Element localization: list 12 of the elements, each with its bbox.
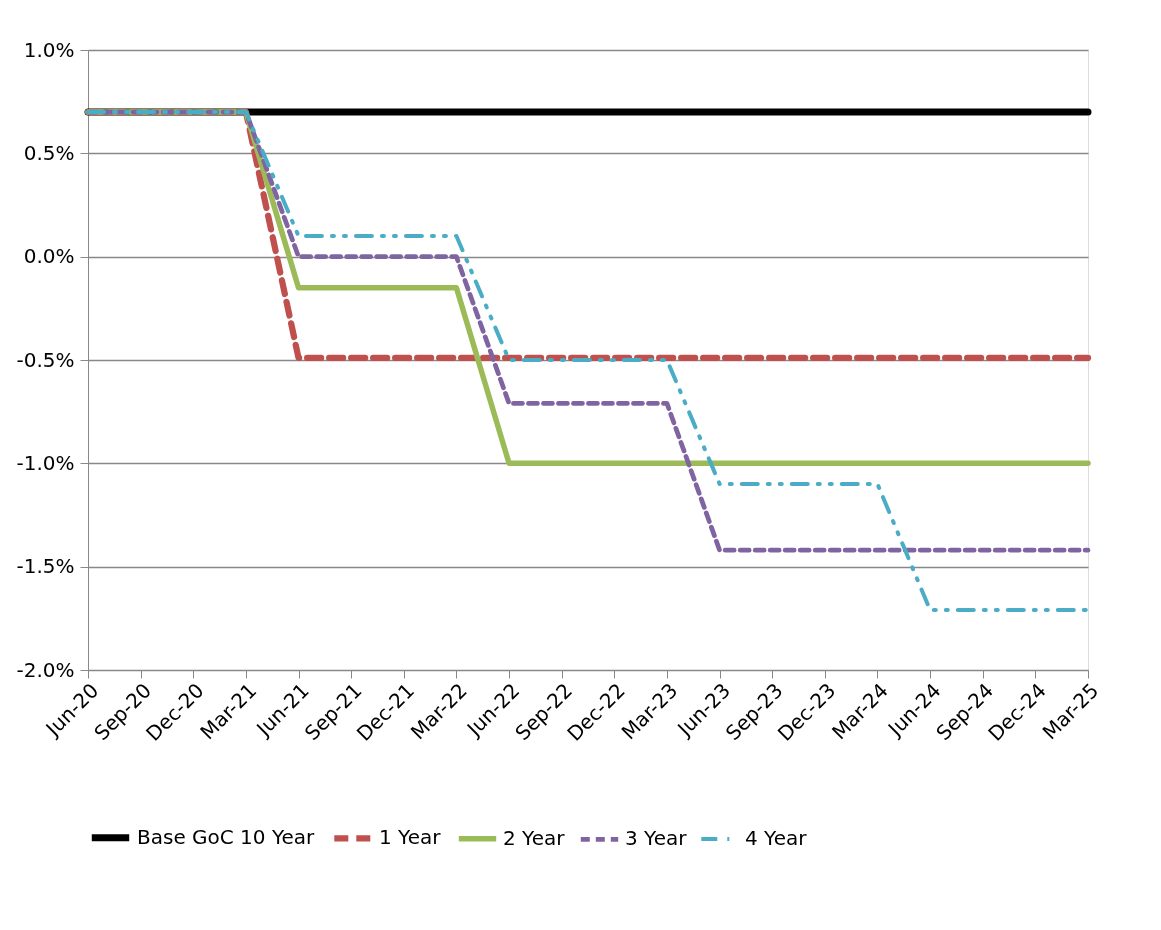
y-tick-label: -0.5% — [16, 347, 75, 372]
y-tick-label: 0.5% — [23, 140, 75, 165]
legend-label: 2 Year — [503, 825, 566, 850]
legend-label: 1 Year — [379, 825, 442, 850]
legend-label: 4 Year — [745, 826, 808, 850]
y-tick-label: -2.0% — [16, 657, 75, 682]
y-tick-label: 0.0% — [23, 244, 75, 269]
legend-label: 3 Year — [625, 826, 688, 851]
y-tick-label: -1.5% — [16, 554, 75, 579]
y-tick-label: 1.0% — [23, 37, 75, 62]
legend-label: Base GoC 10 Year — [137, 824, 316, 849]
y-tick-label: -1.0% — [16, 450, 75, 475]
